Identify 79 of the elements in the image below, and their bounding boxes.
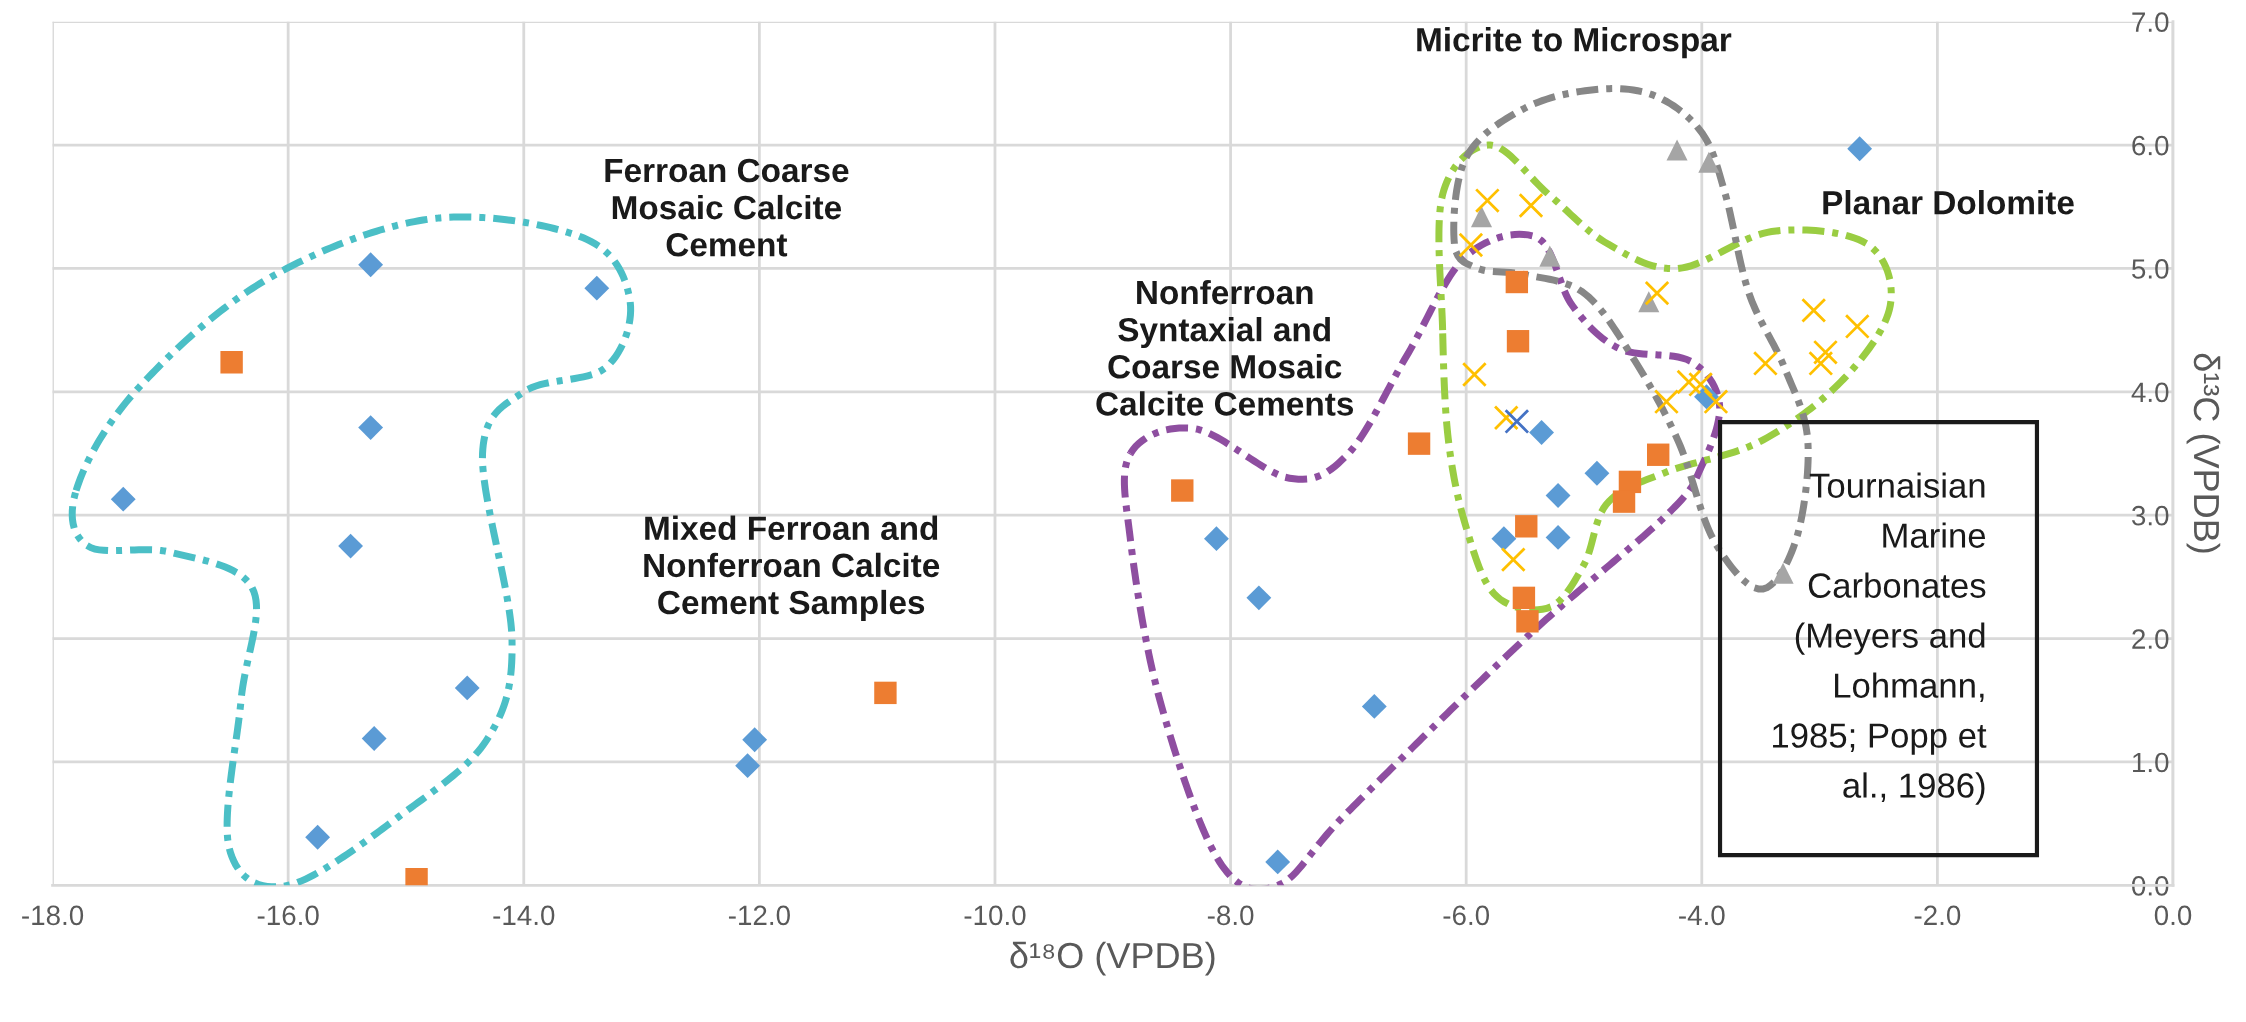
point <box>1666 139 1688 161</box>
point <box>1516 610 1539 633</box>
x-tick-label: -14.0 <box>493 905 555 926</box>
point <box>338 533 364 559</box>
x-tick-label: -8.0 <box>1207 905 1254 926</box>
point <box>1518 192 1544 219</box>
point <box>1618 470 1642 494</box>
annotation: Ferroan Coarse Mosaic Calcite Cement <box>605 158 849 257</box>
y-tick-label: 2.0 <box>2132 629 2169 649</box>
point <box>1653 389 1680 415</box>
point <box>1612 490 1636 513</box>
point <box>1204 526 1229 552</box>
annotation: Tournaisian Marine Carbonates (Meyers and Lohmann, 1985; Popp et al., 1986) <box>1773 472 1987 805</box>
point <box>735 753 761 779</box>
point <box>1407 432 1431 455</box>
point <box>1265 849 1291 875</box>
point <box>1470 206 1493 228</box>
point <box>358 252 384 278</box>
point <box>1772 562 1794 584</box>
annotation: Planar Dolomite <box>1823 189 2074 215</box>
point <box>584 275 610 301</box>
y-tick-label: 1.0 <box>2133 752 2169 773</box>
point <box>454 675 480 701</box>
point <box>1539 245 1561 267</box>
point <box>1246 585 1272 611</box>
point <box>1676 369 1702 395</box>
point <box>1644 280 1670 306</box>
point <box>1545 483 1571 508</box>
x-tick-label: -12.0 <box>728 905 790 926</box>
y-tick-label: 6.0 <box>2132 135 2169 156</box>
point <box>1458 232 1484 258</box>
point <box>358 415 384 441</box>
point <box>1752 350 1778 377</box>
x-tick-label: 0.0 <box>2154 905 2192 926</box>
y-tick-label: 7.0 <box>2132 12 2169 32</box>
point <box>1703 389 1729 415</box>
y-tick-label: 3.0 <box>2131 505 2169 526</box>
point <box>1506 330 1530 353</box>
point <box>1801 297 1827 323</box>
point <box>305 824 331 850</box>
x-tick-label: -18.0 <box>22 905 84 926</box>
point <box>1493 405 1519 431</box>
point <box>361 726 387 751</box>
x-axis-title: δ¹⁸O (VPDB) <box>1010 941 1215 976</box>
annotation: Micrite to Microspar <box>1417 27 1732 59</box>
x-tick-label: -4.0 <box>1679 905 1725 926</box>
point <box>1512 586 1536 610</box>
point <box>1504 408 1530 435</box>
x-tick-label: -2.0 <box>1914 905 1961 926</box>
point <box>1647 443 1670 466</box>
y-axis-title: δ¹³C (VPDB) <box>2186 353 2221 553</box>
point <box>1584 460 1610 486</box>
point <box>220 351 243 374</box>
point <box>1515 515 1538 538</box>
point <box>1461 361 1488 388</box>
y-tick-label: 5.0 <box>2132 259 2169 279</box>
x-tick-label: -6.0 <box>1443 905 1490 926</box>
point <box>1171 479 1194 502</box>
point <box>1529 420 1555 445</box>
x-tick-label: -16.0 <box>257 905 319 926</box>
point <box>1688 371 1714 397</box>
point <box>1812 339 1839 365</box>
point <box>1698 151 1720 173</box>
annotation: Nonferroan Syntaxial and Coarse Mosaic Calcite Cements <box>1096 279 1354 416</box>
x-tick-label: -10.0 <box>964 905 1026 926</box>
point <box>1491 526 1517 552</box>
y-tick-label: 4.0 <box>2131 382 2169 403</box>
point <box>1545 524 1571 550</box>
point <box>1808 350 1834 377</box>
point <box>742 727 768 753</box>
point <box>110 486 136 512</box>
point <box>1844 313 1870 340</box>
point <box>1361 694 1387 719</box>
point <box>1505 270 1529 294</box>
point <box>1474 187 1500 214</box>
annotation: Mixed Ferroan and Nonferroan Calcite Cement Samples <box>644 515 940 621</box>
point <box>874 681 897 705</box>
point <box>1500 547 1526 573</box>
point <box>1847 136 1873 162</box>
